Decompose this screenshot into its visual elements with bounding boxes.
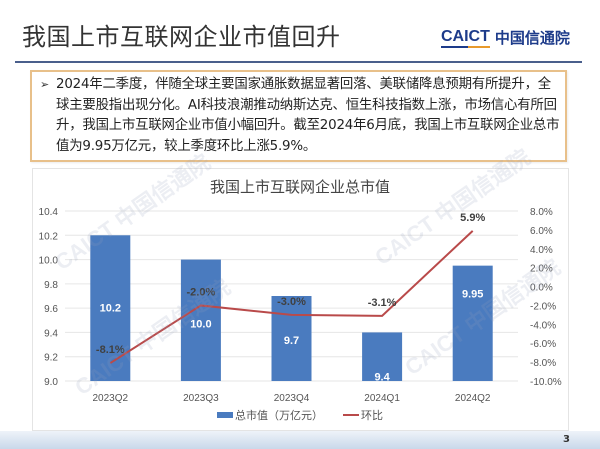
y-left-tick: 9.6 — [44, 304, 58, 315]
x-axis-label: 2024Q1 — [364, 393, 400, 404]
line-value-label: -8.1% — [96, 344, 125, 356]
bar-2023Q2 — [90, 235, 131, 381]
caict-logo: CAICT 中国信通院 — [441, 27, 570, 48]
y-left-tick: 10.4 — [39, 207, 59, 218]
y-left-tick: 9.4 — [44, 328, 58, 339]
logo-en: CAICT — [441, 27, 490, 48]
qoq-line — [109, 230, 474, 364]
bar-2023Q3 — [180, 259, 221, 381]
y-left-tick: 9.8 — [44, 280, 58, 291]
bar-value-label: 10.2 — [100, 302, 121, 314]
line-value-label: 5.9% — [460, 212, 485, 224]
bar-2024Q2 — [452, 265, 493, 381]
bar-value-label: 10.0 — [190, 319, 211, 331]
logo-cn: 中国信通院 — [494, 28, 570, 47]
x-axis-label: 2023Q3 — [183, 393, 219, 404]
line-value-label: -2.0% — [187, 286, 216, 298]
line-value-label: -3.1% — [368, 297, 397, 309]
x-axis-label: 2024Q2 — [455, 393, 491, 404]
title-divider — [15, 61, 582, 63]
footer-bar — [0, 431, 600, 449]
page-number: 3 — [563, 434, 570, 445]
y-right-tick: -8.0% — [530, 358, 556, 369]
bar-2024Q1 — [362, 332, 403, 381]
slide-title: 我国上市互联网企业市值回升 — [22, 23, 341, 51]
summary-text: 2024年二季度，伴随全球主要国家通胀数据显著回落、美联储降息预期有所提升，全球… — [56, 77, 560, 154]
y-right-tick: 6.0% — [530, 226, 553, 237]
bar-value-label: 9.95 — [462, 289, 483, 301]
y-left-tick: 9.2 — [44, 353, 58, 364]
y-left-tick: 9.0 — [44, 377, 58, 388]
bar-2023Q4 — [271, 296, 312, 381]
y-left-tick: 10.0 — [39, 256, 59, 267]
legend-label: 环比 — [361, 409, 383, 422]
line-value-label: -3.0% — [277, 296, 306, 308]
chart-legend: 总市值（万亿元） 环比 — [0, 407, 600, 423]
y-right-tick: 0.0% — [530, 283, 553, 294]
y-right-tick: -10.0% — [530, 377, 562, 388]
y-left-tick: 10.2 — [39, 231, 59, 242]
y-right-tick: 4.0% — [530, 245, 553, 256]
summary-box: ➢ 2024年二季度，伴随全球主要国家通胀数据显著回落、美联储降息预期有所提升，… — [30, 70, 567, 162]
x-axis-label: 2023Q2 — [93, 393, 129, 404]
x-axis-label: 2023Q4 — [274, 393, 310, 404]
bar-value-label: 9.4 — [374, 371, 390, 383]
y-right-tick: 8.0% — [530, 207, 553, 218]
y-right-tick: 2.0% — [530, 264, 553, 275]
bar-value-label: 9.7 — [284, 335, 299, 347]
y-right-tick: -2.0% — [530, 301, 556, 312]
chart-title: 我国上市互联网企业总市值 — [209, 178, 390, 196]
y-right-tick: -4.0% — [530, 320, 556, 331]
legend-label: 总市值（万亿元） — [235, 409, 323, 422]
arrow-bullet-icon: ➢ — [40, 78, 50, 91]
line-swatch-icon — [343, 414, 359, 416]
y-right-tick: -6.0% — [530, 339, 556, 350]
bar-swatch-icon — [217, 412, 233, 418]
legend-item-market-cap: 总市值（万亿元） — [217, 407, 323, 423]
legend-item-qoq: 环比 — [343, 407, 383, 423]
